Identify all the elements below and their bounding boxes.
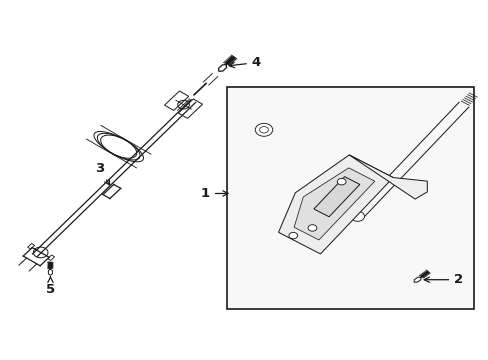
Polygon shape [47,255,55,261]
Polygon shape [278,155,392,254]
Polygon shape [348,155,427,199]
Text: 5: 5 [46,277,55,296]
Polygon shape [313,177,359,217]
Bar [227,87,473,309]
Circle shape [337,179,346,185]
Text: 2: 2 [424,273,462,286]
Circle shape [255,123,272,136]
Text: 3: 3 [95,162,109,185]
Circle shape [350,211,364,221]
Text: 1: 1 [200,187,228,200]
Polygon shape [28,244,35,249]
Polygon shape [293,168,374,240]
Circle shape [259,127,268,133]
Text: 4: 4 [229,56,261,69]
Circle shape [307,225,316,231]
Circle shape [288,232,297,239]
